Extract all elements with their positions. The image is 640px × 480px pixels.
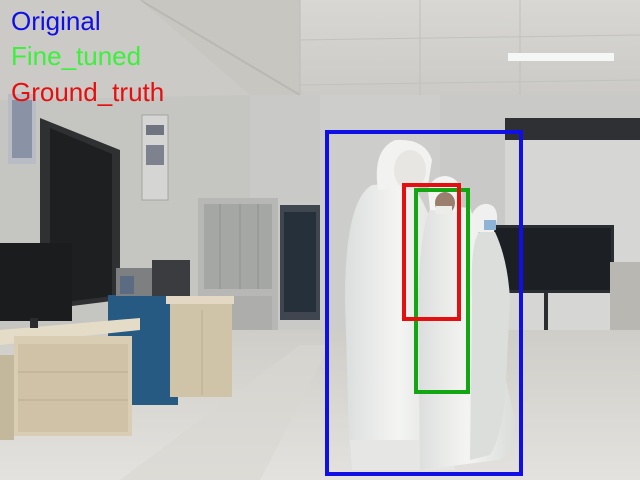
desk [0,318,140,440]
desk-monitor [0,243,72,328]
ceiling-light [508,53,614,61]
legend-fine-tuned: Fine_tuned [11,41,142,71]
legend-ground-truth: Ground_truth [11,77,165,107]
original-bbox [325,130,523,476]
ground-truth-bbox [402,183,461,321]
glass-door [280,205,320,320]
tv-screen [490,225,614,354]
legend-original: Original [11,6,101,36]
shelf-right [610,262,640,342]
person-background [470,203,510,460]
fine-tuned-bbox [414,188,470,394]
